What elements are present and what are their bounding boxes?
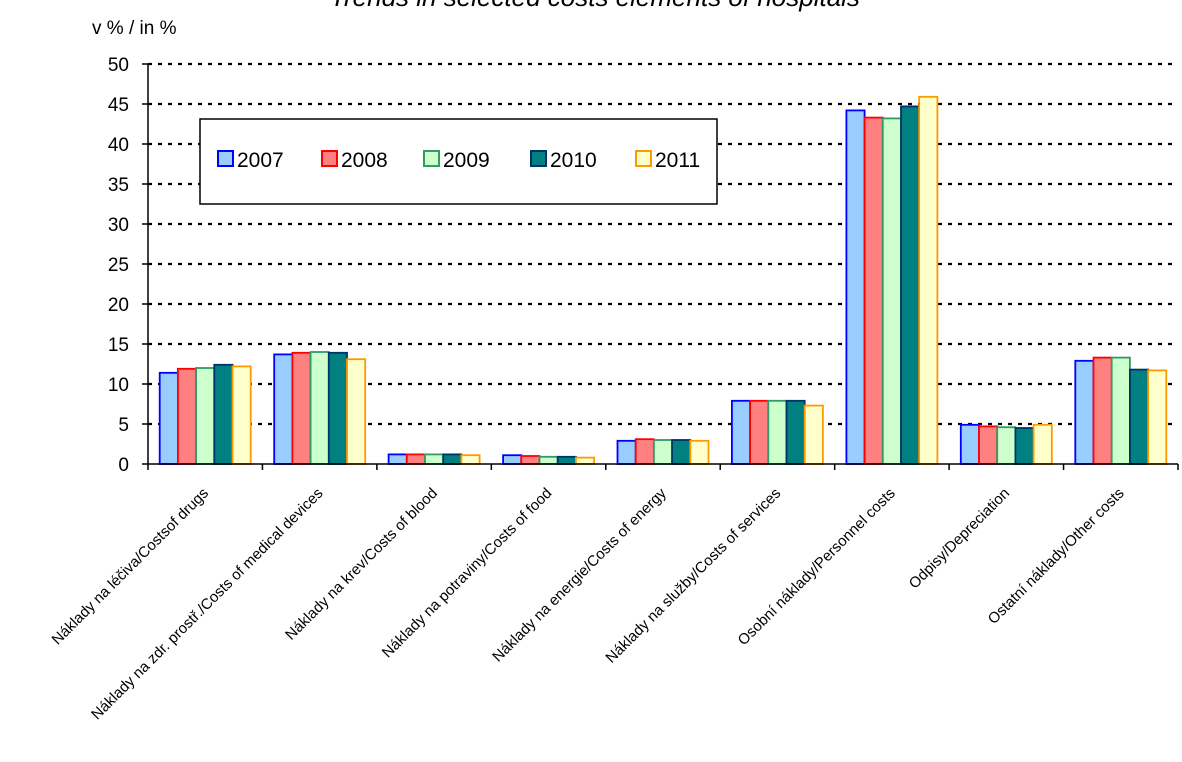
bar [616, 439, 637, 465]
legend-label: 2010 [550, 149, 597, 172]
y-tick-label: 20 [108, 295, 129, 316]
legend-swatch [321, 150, 338, 167]
x-category-label: Náklady na zdr. prostř./Costs of medical… [88, 485, 326, 723]
legend-box [199, 118, 718, 205]
y-tick-label: 30 [108, 215, 129, 236]
legend: 2007 2008 2009 2010 2011 [199, 118, 718, 205]
y-tick-label: 50 [108, 55, 129, 76]
bar [575, 456, 596, 465]
bar [231, 365, 252, 465]
bar [309, 351, 330, 465]
legend-label: 2008 [341, 149, 388, 172]
axes [142, 63, 1179, 470]
bar [1147, 369, 1168, 465]
bar [863, 116, 884, 465]
y-tick-label: 5 [118, 415, 129, 436]
legend-label: 2011 [655, 149, 700, 172]
legend-swatch [635, 150, 652, 167]
bar [195, 367, 216, 465]
bar [918, 95, 939, 465]
bar [1032, 423, 1053, 465]
bar [273, 353, 294, 465]
x-category-label: Odpisy/Depreciation [906, 485, 1014, 593]
y-tick-label: 35 [108, 175, 129, 196]
y-axis-unit-label: v % / in % [92, 18, 177, 39]
legend-label: 2007 [237, 149, 284, 172]
bar [1014, 427, 1035, 465]
bar [845, 109, 866, 465]
y-tick-label: 10 [108, 375, 129, 396]
legend-swatch [530, 150, 547, 167]
bar [387, 453, 408, 465]
bar [460, 454, 481, 465]
y-tick-labels: 0 5 10 15 20 25 30 35 40 45 50 [108, 55, 129, 476]
x-category-label: Ostatní náklady/Other costs [985, 485, 1128, 628]
y-tick-label: 0 [118, 455, 129, 476]
y-tick-label: 45 [108, 95, 129, 116]
bar [689, 439, 710, 465]
y-tick-label: 25 [108, 255, 129, 276]
bar [1092, 356, 1113, 465]
bar [442, 453, 463, 465]
legend-swatch [423, 150, 440, 167]
bar [520, 455, 541, 465]
bar [1074, 359, 1095, 465]
legend-label: 2009 [443, 149, 490, 172]
bar [158, 371, 179, 465]
bar [731, 399, 752, 465]
bar [291, 351, 312, 465]
bar [785, 399, 806, 465]
bar [424, 453, 445, 465]
bar [1110, 356, 1131, 465]
bar [634, 438, 655, 465]
bar [346, 358, 367, 465]
legend-swatch [217, 150, 234, 167]
bars-layer [158, 95, 1168, 465]
bar [176, 367, 197, 465]
bar [978, 425, 999, 465]
bar [1129, 368, 1150, 465]
bar [502, 454, 523, 465]
bar [653, 439, 674, 465]
bar [900, 105, 921, 465]
bar [881, 117, 902, 465]
y-tick-label: 15 [108, 335, 129, 356]
bar [767, 399, 788, 465]
bar [996, 426, 1017, 465]
bar [671, 439, 692, 465]
bar [803, 404, 824, 465]
bar [556, 455, 577, 465]
bar [749, 399, 770, 465]
bar [327, 351, 348, 465]
bar [538, 455, 559, 465]
bar [405, 453, 426, 465]
bar [213, 363, 234, 465]
bar [959, 423, 980, 465]
y-tick-label: 40 [108, 135, 129, 156]
chart-title: Trends in selected costs elements of hos… [330, 0, 860, 12]
